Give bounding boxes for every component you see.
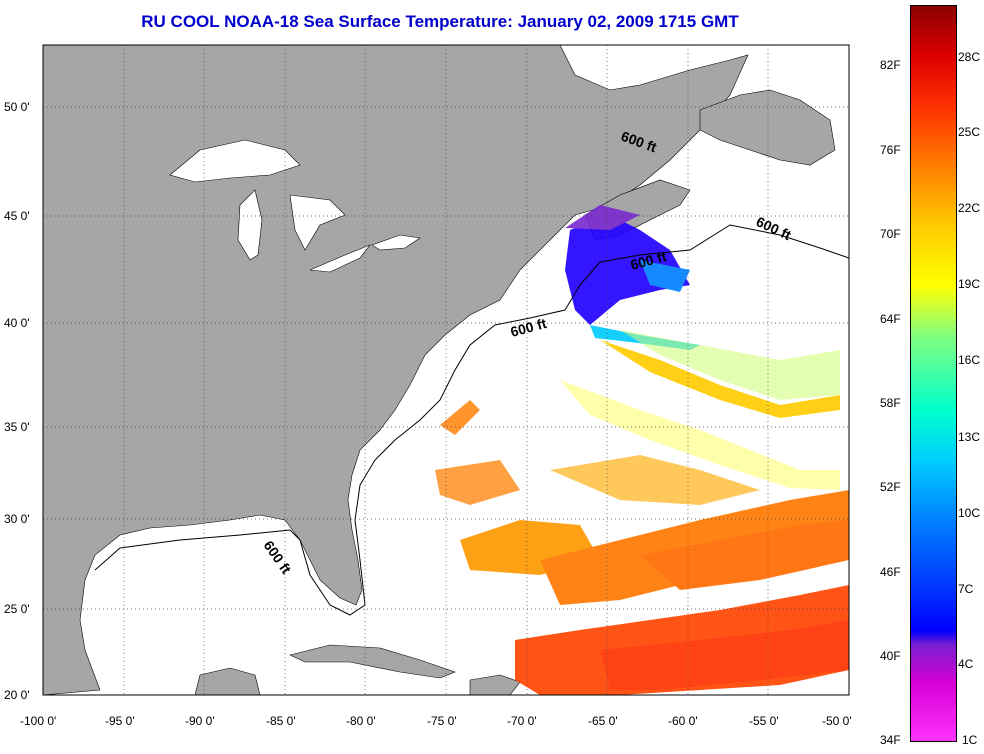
y-axis-ticks: 50 0' 45 0' 40 0' 35 0' 30 0' 25 0' 20 0… bbox=[4, 100, 30, 702]
f-label: 70F bbox=[880, 227, 901, 241]
c-label: 22C bbox=[958, 201, 981, 215]
x-tick: -75 0' bbox=[427, 714, 457, 728]
y-tick: 50 0' bbox=[4, 100, 30, 114]
lake-michigan bbox=[237, 189, 263, 261]
f-label: 64F bbox=[880, 312, 901, 326]
c-label: 13C bbox=[958, 430, 981, 444]
lake-ontario bbox=[371, 234, 421, 251]
x-tick: -85 0' bbox=[266, 714, 296, 728]
land-north-america bbox=[43, 45, 749, 695]
c-label: 1C bbox=[962, 733, 978, 747]
c-label: 19C bbox=[958, 277, 981, 291]
land-cuba bbox=[289, 644, 456, 679]
y-tick: 40 0' bbox=[4, 316, 30, 330]
graticule bbox=[43, 45, 849, 695]
map-title: RU COOL NOAA-18 Sea Surface Temperature:… bbox=[141, 12, 739, 31]
y-tick: 30 0' bbox=[4, 512, 30, 526]
y-tick: 25 0' bbox=[4, 602, 30, 616]
y-tick: 20 0' bbox=[4, 688, 30, 702]
lake-huron bbox=[289, 194, 346, 251]
x-tick: -80 0' bbox=[346, 714, 376, 728]
map-frame bbox=[42, 44, 850, 696]
x-tick: -70 0' bbox=[507, 714, 537, 728]
f-label: 58F bbox=[880, 396, 901, 410]
y-tick: 45 0' bbox=[4, 209, 30, 223]
lake-erie bbox=[309, 244, 371, 273]
sst-data bbox=[435, 205, 849, 695]
land-newfoundland bbox=[699, 89, 836, 166]
x-tick: -60 0' bbox=[668, 714, 698, 728]
temperature-colorbar bbox=[910, 5, 957, 742]
lake-superior bbox=[169, 139, 301, 183]
x-tick: -50 0' bbox=[822, 714, 852, 728]
c-label: 28C bbox=[958, 50, 981, 64]
c-label: 7C bbox=[958, 582, 974, 596]
f-label: 40F bbox=[880, 649, 901, 663]
c-label: 25C bbox=[958, 125, 981, 139]
c-label: 16C bbox=[958, 353, 981, 367]
f-label: 82F bbox=[880, 58, 901, 72]
c-label: 4C bbox=[958, 657, 974, 671]
x-tick: -55 0' bbox=[749, 714, 779, 728]
x-tick: -95 0' bbox=[105, 714, 135, 728]
f-label: 46F bbox=[880, 565, 901, 579]
x-tick: -90 0' bbox=[185, 714, 215, 728]
x-tick: -100 0' bbox=[20, 714, 56, 728]
f-label: 52F bbox=[880, 480, 901, 494]
land-hispaniola bbox=[469, 674, 521, 695]
f-label: 34F bbox=[880, 733, 901, 747]
x-tick: -65 0' bbox=[588, 714, 618, 728]
c-label: 10C bbox=[958, 506, 981, 520]
land-yucatan bbox=[194, 667, 261, 695]
isobath-600ft-gulf bbox=[94, 529, 301, 571]
x-axis-ticks: -100 0' -95 0' -90 0' -85 0' -80 0' -75 … bbox=[20, 714, 852, 728]
y-tick: 35 0' bbox=[4, 420, 30, 434]
f-label: 76F bbox=[880, 143, 901, 157]
